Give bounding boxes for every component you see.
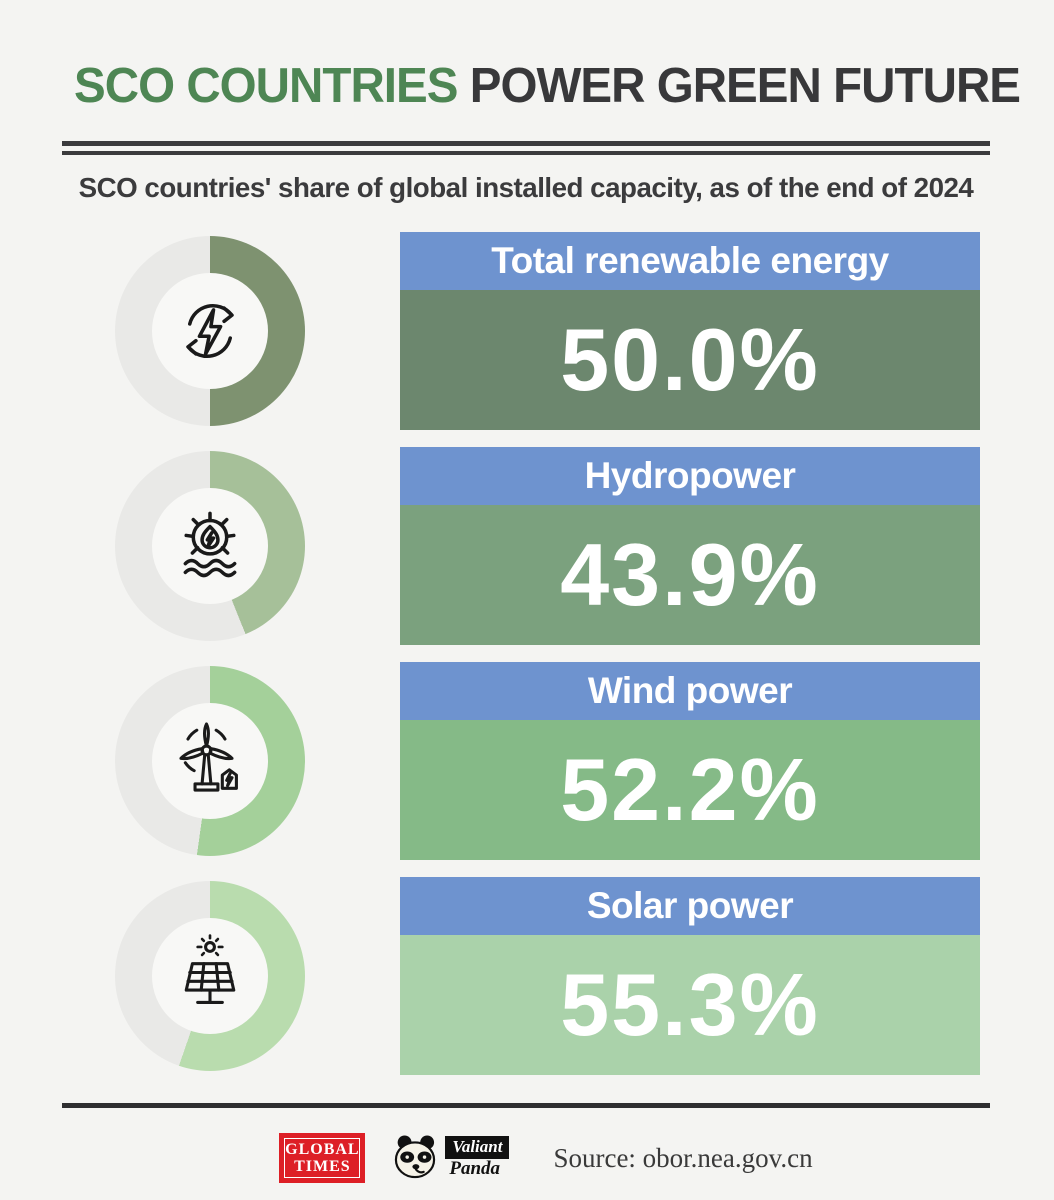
global-times-logo: GLOBAL TIMES — [279, 1133, 366, 1183]
source-text: Source: obor.nea.gov.cn — [553, 1142, 813, 1173]
footer-divider — [62, 1103, 990, 1108]
hydropower-card: Hydropower 43.9% — [400, 447, 980, 645]
renewable-energy-icon — [186, 303, 234, 359]
wind-power-donut-chart — [115, 666, 305, 856]
solar-power-label: Solar power — [400, 877, 980, 935]
wind-power-icon — [179, 722, 238, 792]
wind-power-label: Wind power — [400, 662, 980, 720]
valiant-panda-logo: Valiant Panda — [389, 1132, 510, 1184]
solar-power-value: 55.3% — [400, 935, 980, 1075]
solar-power-card: Solar power 55.3% — [400, 877, 980, 1075]
stat-row-hydropower: Hydropower 43.9% — [0, 443, 1054, 658]
stats-rows: Total renewable energy 50.0% — [0, 228, 1054, 1088]
total-renewable-donut-chart — [115, 236, 305, 426]
total-renewable-card: Total renewable energy 50.0% — [400, 232, 980, 430]
hydropower-icon — [183, 511, 237, 578]
stat-row-wind-power: Wind power 52.2% — [0, 658, 1054, 873]
title-divider — [62, 141, 990, 155]
solar-power-donut-chart — [115, 881, 305, 1071]
hydropower-donut-chart — [115, 451, 305, 641]
footer: GLOBAL TIMES Valiant Panda Source: obor.… — [0, 1128, 1054, 1188]
wind-power-card: Wind power 52.2% — [400, 662, 980, 860]
total-renewable-label: Total renewable energy — [400, 232, 980, 290]
stat-row-total-renewable: Total renewable energy 50.0% — [0, 228, 1054, 443]
page-title-dark: POWER GREEN FUTURE — [457, 59, 1021, 113]
total-renewable-value: 50.0% — [400, 290, 980, 430]
panda-icon — [395, 1135, 436, 1179]
page-title: SCO COUNTRIES POWER GREEN FUTURE — [74, 58, 1021, 114]
hydropower-value: 43.9% — [400, 505, 980, 645]
stat-row-solar-power: Solar power 55.3% — [0, 873, 1054, 1088]
solar-power-icon — [184, 934, 236, 1004]
wind-power-value: 52.2% — [400, 720, 980, 860]
hydropower-label: Hydropower — [400, 447, 980, 505]
page-title-green: SCO COUNTRIES — [74, 59, 458, 113]
page-subtitle: SCO countries' share of global installed… — [78, 172, 974, 203]
